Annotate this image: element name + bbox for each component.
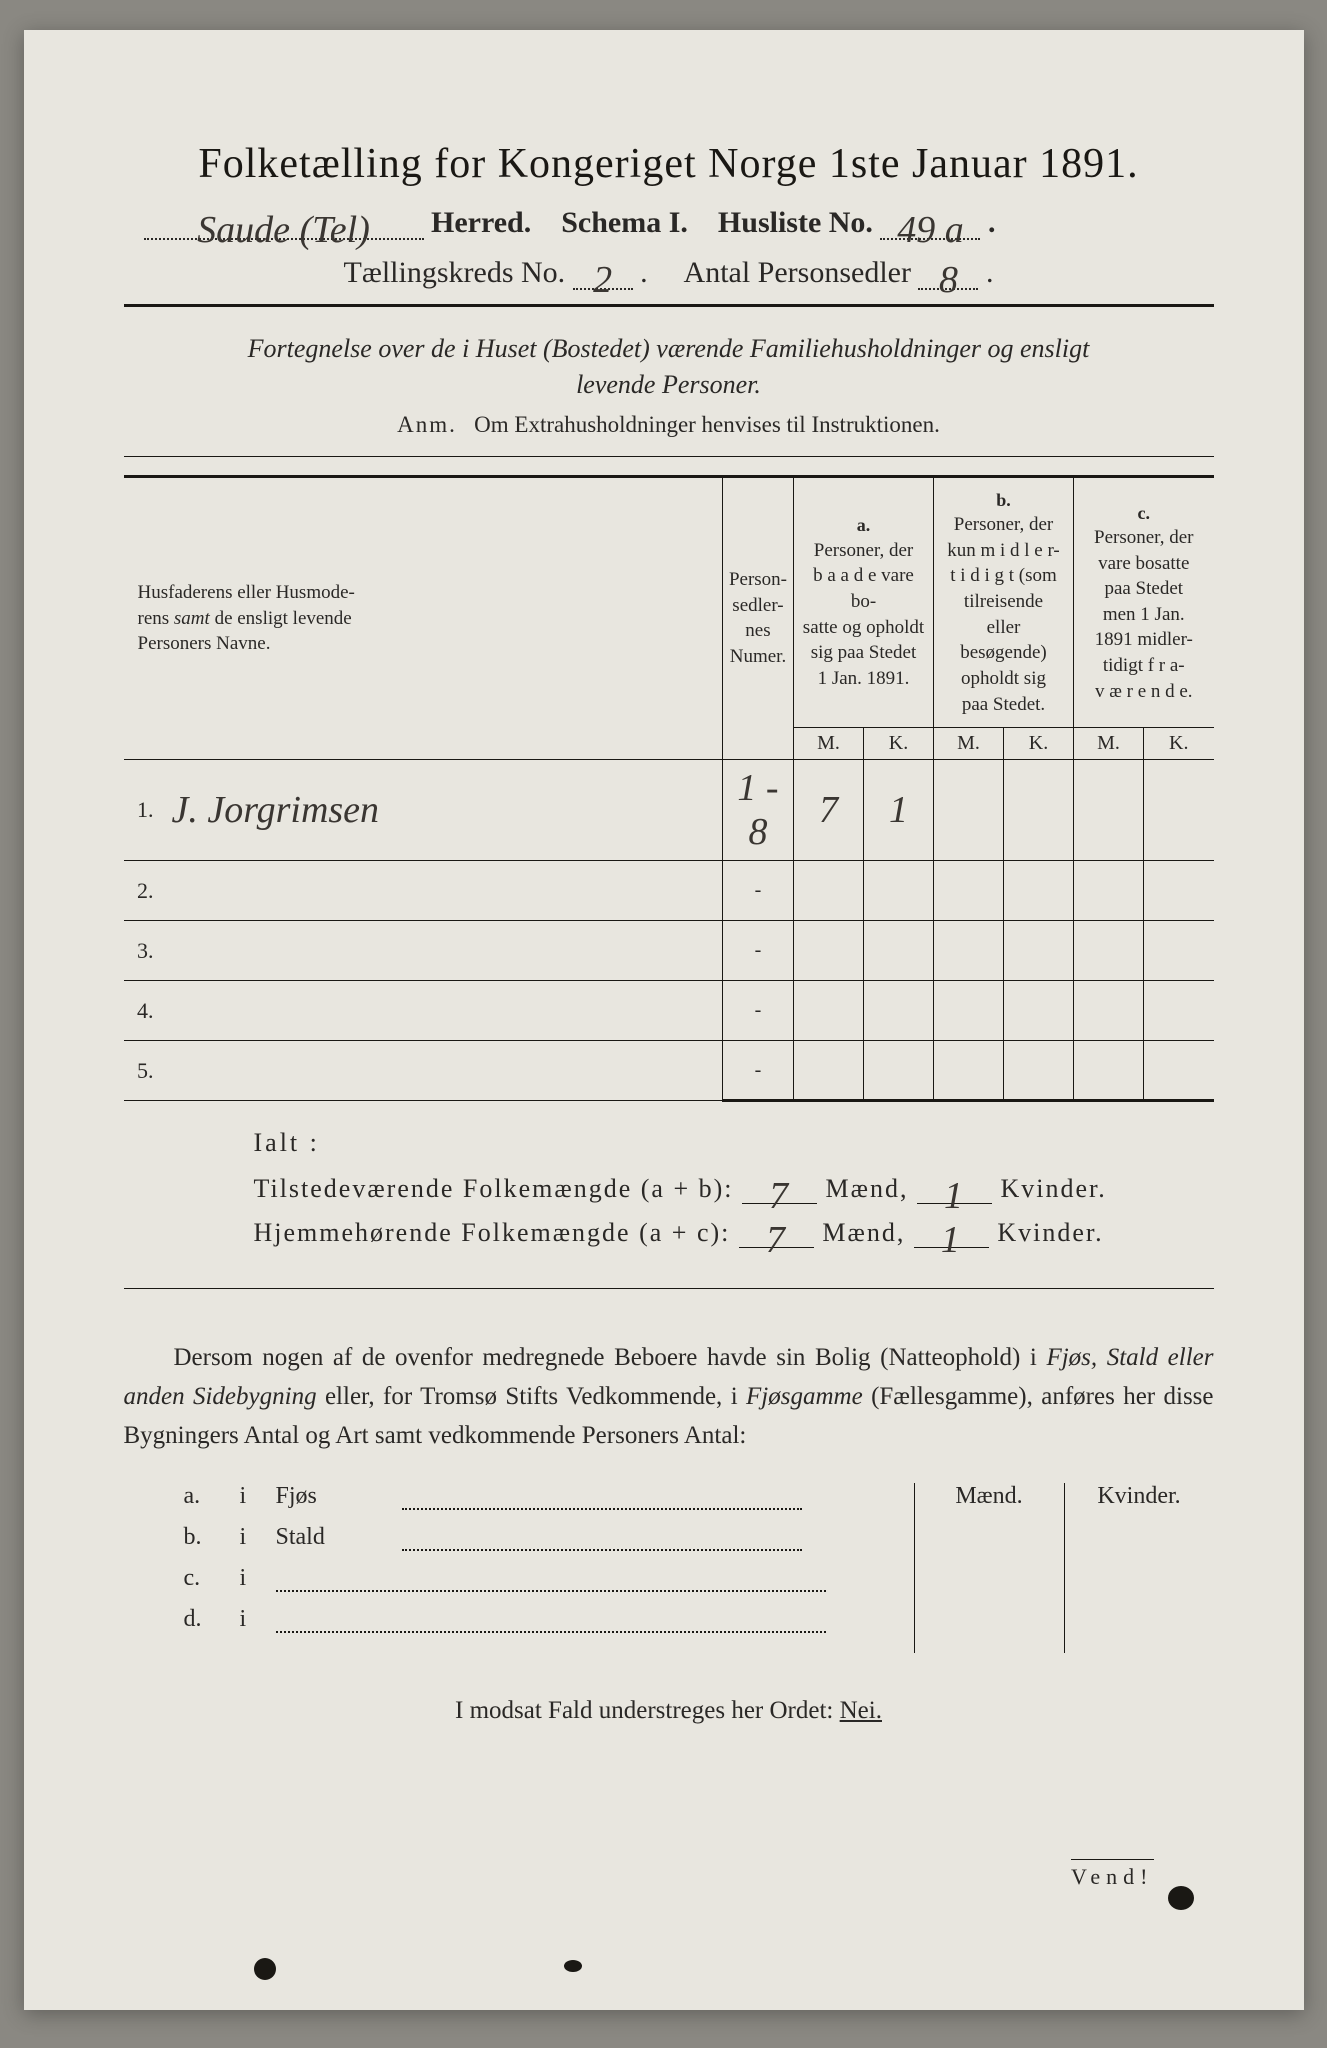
bygning-mk-columns: Mænd. Kvinder. xyxy=(914,1483,1214,1653)
divider xyxy=(124,1288,1214,1289)
anm-note: Anm. Om Extrahusholdninger henvises til … xyxy=(124,412,1214,438)
kreds-label: Tællingskreds No. xyxy=(344,256,566,289)
divider xyxy=(124,456,1214,457)
modsat-line: I modsat Fald understreges her Ordet: Ne… xyxy=(124,1697,1214,1725)
bygning-row: b. i Stald xyxy=(184,1524,914,1551)
table-row: 2. - xyxy=(124,861,1214,921)
totals-block: Ialt : Tilstedeværende Folkemængde (a + … xyxy=(124,1128,1214,1248)
table-row: 5. - xyxy=(124,1041,1214,1101)
bygning-row: d. i xyxy=(184,1606,914,1633)
census-form-page: Folketælling for Kongeriget Norge 1ste J… xyxy=(24,30,1304,2010)
ink-blot-icon xyxy=(254,1958,276,1980)
mk-header: K. xyxy=(1144,728,1214,760)
table-row: 1. J. Jorgrimsen 1 - 8 7 1 xyxy=(124,760,1214,861)
census-tbody: 1. J. Jorgrimsen 1 - 8 7 1 2. - xyxy=(124,760,1214,1101)
col-a-header: a. Personer, derb a a d e vare bo-satte … xyxy=(794,476,934,727)
mk-header: M. xyxy=(1074,728,1144,760)
divider xyxy=(124,304,1214,307)
mk-header: K. xyxy=(1004,728,1074,760)
bygning-kvinder-col: Kvinder. xyxy=(1064,1483,1214,1653)
schema-label: Schema I. xyxy=(561,206,688,239)
col-b-header: b. Personer, derkun m i d l e r-t i d i … xyxy=(934,476,1074,727)
sedler-label: Antal Personsedler xyxy=(684,256,911,289)
herred-line: Saude (Tel) Herred. Schema I. Husliste N… xyxy=(124,206,1214,240)
col-name-header: Husfaderens eller Husmode-rens samt de e… xyxy=(124,476,723,759)
table-row: 3. - xyxy=(124,921,1214,981)
bygning-list: a. i Fjøs b. i Stald c. i d. i xyxy=(124,1483,914,1647)
mk-header: M. xyxy=(934,728,1004,760)
herred-value: Saude (Tel) xyxy=(144,208,424,240)
mk-header: M. xyxy=(794,728,864,760)
kreds-value: 2 xyxy=(573,258,633,290)
ink-blot-icon xyxy=(564,1960,582,1972)
table-row: 4. - xyxy=(124,981,1214,1041)
bygning-row: a. i Fjøs xyxy=(184,1483,914,1510)
sedler-value: 8 xyxy=(918,258,978,290)
mk-header: K. xyxy=(864,728,934,760)
col-num-header: Person-sedler-nesNumer. xyxy=(722,476,793,759)
subtitle: Fortegnelse over de i Huset (Bostedet) v… xyxy=(124,331,1214,404)
main-title: Folketælling for Kongeriget Norge 1ste J… xyxy=(124,140,1214,188)
husliste-label: Husliste No. xyxy=(718,206,873,239)
tilstede-line: Tilstedeværende Folkemængde (a + b): 7 M… xyxy=(254,1174,1214,1204)
bygning-row: c. i xyxy=(184,1565,914,1592)
hjemme-line: Hjemmehørende Folkemængde (a + c): 7 Mæn… xyxy=(254,1218,1214,1248)
vend-label: Vend! xyxy=(1071,1859,1154,1890)
census-table: Husfaderens eller Husmode-rens samt de e… xyxy=(124,475,1214,1102)
ink-blot-icon xyxy=(1168,1886,1194,1910)
ialt-label: Ialt : xyxy=(254,1128,1214,1158)
dersom-paragraph: Dersom nogen af de ovenfor medregnede Be… xyxy=(124,1339,1214,1455)
bygning-maend-col: Mænd. xyxy=(914,1483,1064,1653)
herred-label: Herred. xyxy=(431,206,531,239)
bygning-block: a. i Fjøs b. i Stald c. i d. i xyxy=(124,1483,1214,1653)
husliste-value: 49 a xyxy=(880,208,980,240)
col-c-header: c. Personer, dervare bosattepaa Stedetme… xyxy=(1074,476,1214,727)
kreds-line: Tællingskreds No. 2 . Antal Personsedler… xyxy=(124,256,1214,290)
